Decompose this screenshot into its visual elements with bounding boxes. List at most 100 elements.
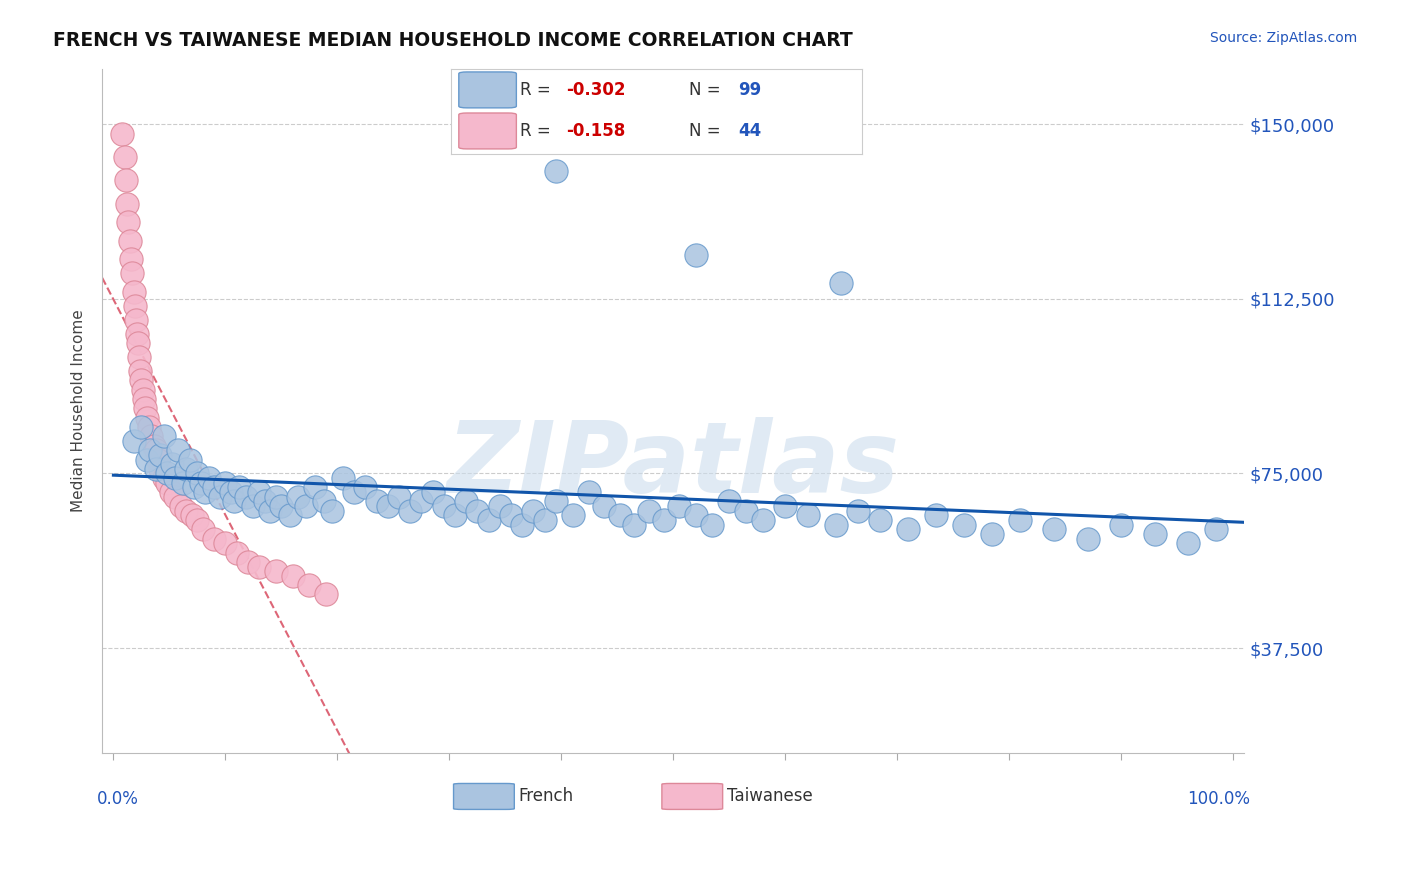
Point: [125, 313, 148, 327]
Point: [444, 508, 467, 523]
Point: [141, 429, 163, 443]
Point: [149, 462, 172, 476]
Point: [522, 504, 544, 518]
Point: [247, 485, 270, 500]
Point: [477, 513, 499, 527]
Point: [142, 438, 165, 452]
Text: 100.0%: 100.0%: [1187, 790, 1250, 808]
Point: [224, 494, 246, 508]
Point: [160, 457, 183, 471]
Point: [242, 499, 264, 513]
Point: [179, 452, 201, 467]
Point: [544, 164, 567, 178]
Point: [295, 499, 318, 513]
Point: [846, 504, 869, 518]
Point: [156, 475, 179, 490]
Point: [174, 462, 197, 476]
Point: [139, 443, 162, 458]
Point: [148, 452, 170, 467]
Point: [388, 490, 411, 504]
Point: [136, 410, 159, 425]
Point: [270, 499, 292, 513]
Point: [219, 485, 242, 500]
Point: [131, 383, 153, 397]
Point: [824, 517, 846, 532]
Point: [593, 499, 616, 513]
Point: [134, 401, 156, 416]
Point: [298, 578, 321, 592]
Point: [1205, 522, 1227, 536]
Point: [111, 127, 134, 141]
Point: [332, 471, 354, 485]
Point: [214, 536, 236, 550]
Text: ZIPatlas: ZIPatlas: [447, 417, 900, 514]
Point: [287, 490, 309, 504]
Point: [129, 364, 152, 378]
Point: [122, 285, 145, 299]
Point: [214, 475, 236, 490]
Point: [174, 504, 197, 518]
Point: [127, 336, 149, 351]
Point: [1177, 536, 1199, 550]
Point: [115, 196, 138, 211]
Point: [830, 276, 852, 290]
Point: [235, 490, 257, 504]
Point: [456, 494, 478, 508]
Point: [202, 532, 225, 546]
Point: [533, 513, 555, 527]
Point: [278, 508, 301, 523]
Point: [623, 517, 645, 532]
Point: [654, 513, 676, 527]
Point: [343, 485, 366, 500]
Point: [718, 494, 741, 508]
Point: [163, 471, 186, 485]
Point: [253, 494, 276, 508]
Point: [544, 494, 567, 508]
Point: [925, 508, 948, 523]
Point: [1043, 522, 1066, 536]
Point: [264, 490, 287, 504]
Point: [561, 508, 583, 523]
Point: [247, 559, 270, 574]
Point: [121, 266, 143, 280]
Point: [136, 452, 159, 467]
Point: [422, 485, 444, 500]
Point: [433, 499, 456, 513]
Point: [156, 467, 179, 481]
Point: [411, 494, 433, 508]
Point: [149, 448, 172, 462]
Point: [117, 215, 139, 229]
Point: [321, 504, 343, 518]
Point: [167, 443, 190, 458]
Y-axis label: Median Household Income: Median Household Income: [72, 310, 86, 512]
Point: [609, 508, 631, 523]
Point: [228, 480, 250, 494]
Point: [752, 513, 775, 527]
Text: 0.0%: 0.0%: [97, 790, 138, 808]
Point: [124, 299, 146, 313]
Point: [735, 504, 758, 518]
Point: [128, 350, 150, 364]
Point: [510, 517, 533, 532]
Point: [259, 504, 281, 518]
Point: [702, 517, 724, 532]
Point: [172, 475, 194, 490]
Point: [578, 485, 600, 500]
Point: [145, 462, 167, 476]
Point: [194, 485, 217, 500]
Point: [304, 480, 326, 494]
Point: [953, 517, 976, 532]
Point: [132, 392, 155, 406]
Point: [131, 373, 153, 387]
Point: [488, 499, 510, 513]
Point: [1143, 527, 1166, 541]
Point: [869, 513, 891, 527]
Point: [312, 494, 335, 508]
Point: [354, 480, 377, 494]
Text: FRENCH VS TAIWANESE MEDIAN HOUSEHOLD INCOME CORRELATION CHART: FRENCH VS TAIWANESE MEDIAN HOUSEHOLD INC…: [53, 31, 853, 50]
Point: [186, 467, 208, 481]
Point: [208, 490, 231, 504]
Point: [180, 508, 202, 523]
Point: [796, 508, 818, 523]
Point: [281, 569, 304, 583]
